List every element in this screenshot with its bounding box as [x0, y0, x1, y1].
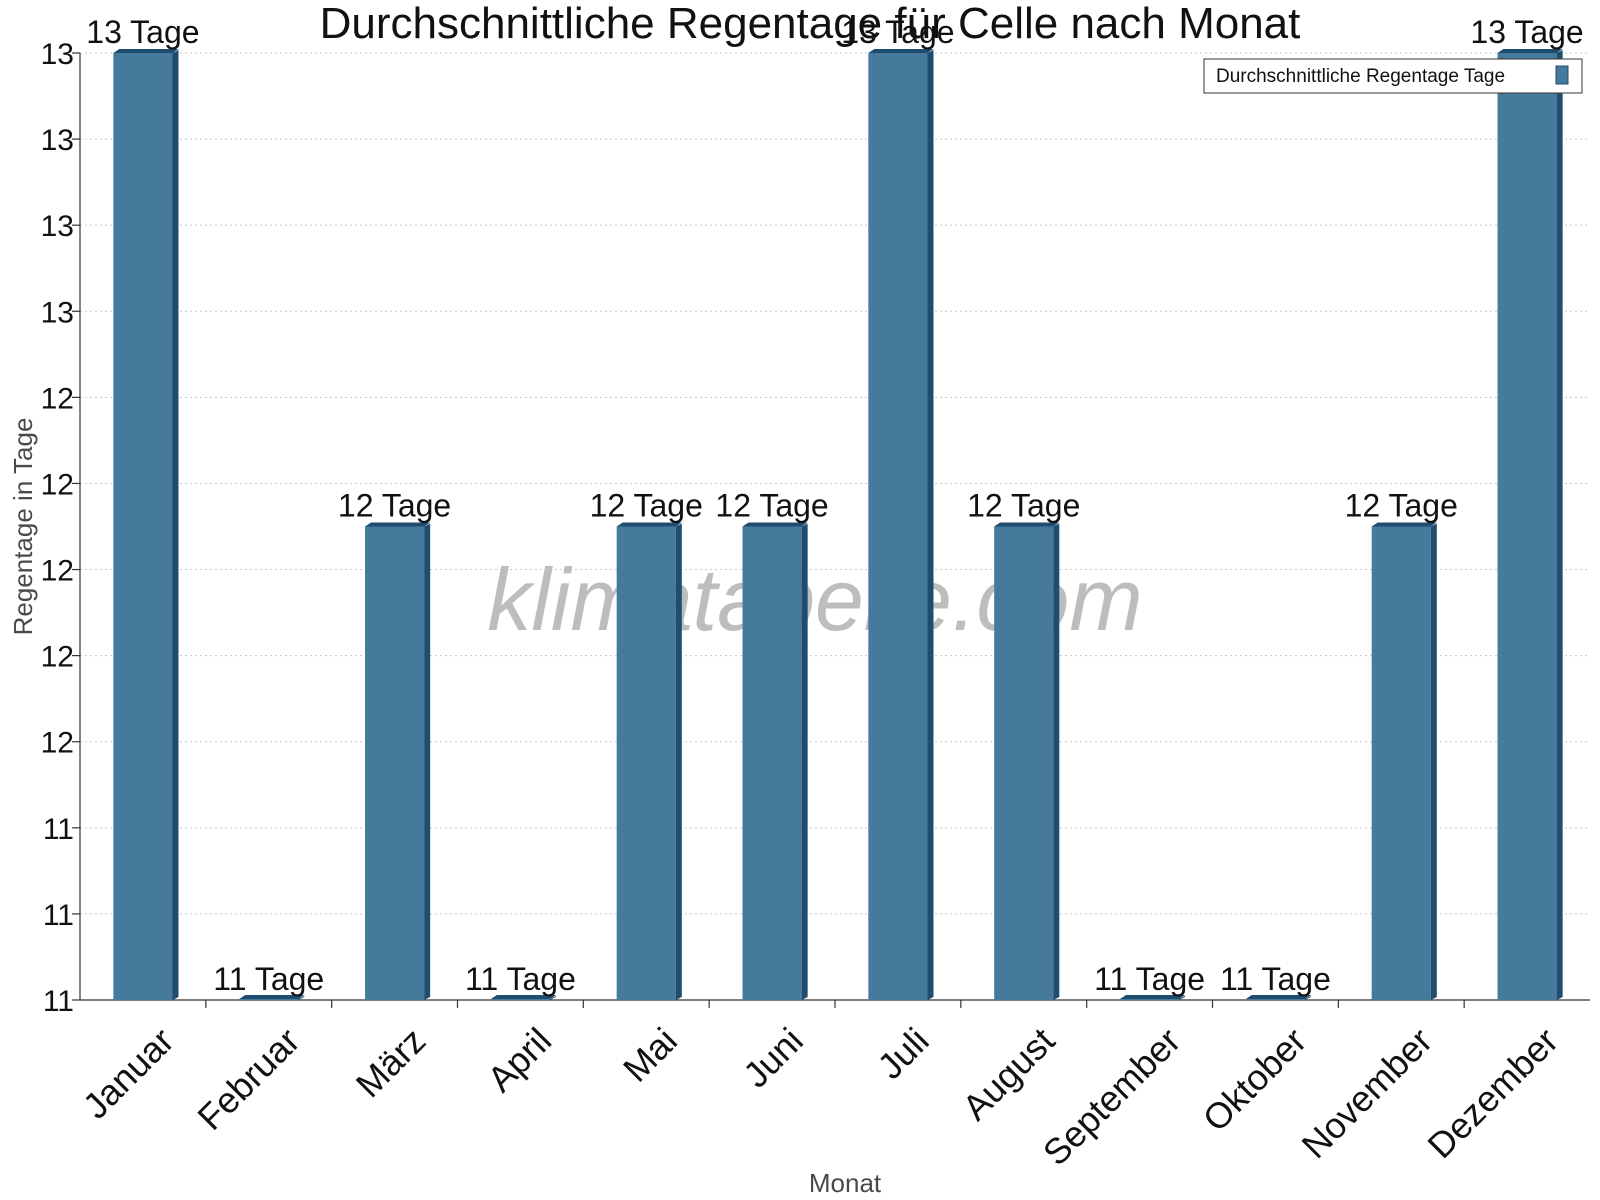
- bar-top: [113, 49, 179, 53]
- x-tick-label: Mai: [615, 1020, 685, 1090]
- bar-front: [239, 999, 299, 1000]
- legend-swatch: [1555, 65, 1569, 85]
- y-tick-label: 12: [41, 727, 74, 760]
- bar-front: [365, 526, 425, 1000]
- y-tick-label: 12: [41, 382, 74, 415]
- bar-top: [1497, 49, 1563, 53]
- bar-side: [172, 50, 179, 1000]
- bar-front: [868, 53, 928, 1000]
- bar-top: [868, 49, 934, 53]
- bar: [365, 522, 431, 1000]
- x-tick-label: Juni: [735, 1020, 811, 1096]
- y-tick-label: 13: [41, 124, 74, 157]
- x-axis-ticks: Januar Februar März April Mai Juni Juli AugustS…: [75, 1000, 1566, 1173]
- bar-top: [1245, 995, 1311, 999]
- legend-box: [1203, 58, 1583, 94]
- bar: [113, 49, 179, 1000]
- bar: [1371, 522, 1437, 1000]
- x-tick-label: April: [479, 1020, 559, 1100]
- data-label: 11 Tage: [465, 961, 576, 997]
- bar-top: [994, 522, 1060, 527]
- bar-front: [742, 526, 802, 1000]
- bar-front: [1245, 999, 1305, 1000]
- data-labels: 13 Tage 11 Tage 12 Tage 11 Tage 12 Tage 12 Ta…: [86, 14, 1583, 997]
- bar-side: [424, 523, 431, 1000]
- data-label: 11 Tage: [1220, 961, 1331, 997]
- y-axis-title: Regentage in Tage: [8, 418, 38, 636]
- bar: [994, 522, 1060, 1000]
- data-label: 11 Tage: [1094, 961, 1205, 997]
- bar-top: [239, 995, 305, 999]
- legend-label: Durchschnittliche Regentage Tage: [1216, 66, 1505, 87]
- bar: [868, 49, 934, 1000]
- x-tick-label: Dezember: [1419, 1020, 1565, 1166]
- bar-top: [490, 995, 556, 999]
- data-label: 11 Tage: [213, 961, 324, 997]
- bar: [742, 522, 808, 1000]
- data-label: 13 Tage: [1470, 14, 1583, 50]
- bar-side: [1430, 523, 1437, 1000]
- bar: [239, 995, 305, 1000]
- data-label: 12 Tage: [1345, 488, 1458, 524]
- bar-top: [742, 522, 808, 527]
- bar-front: [113, 53, 173, 1000]
- chart-title: Durchschnittliche Regentage für Celle na…: [320, 0, 1301, 48]
- bar: [616, 522, 682, 1000]
- bar-front: [490, 999, 550, 1000]
- bar-side: [549, 996, 556, 1000]
- bar-side: [675, 523, 682, 1000]
- bars: [113, 49, 1563, 1000]
- data-label: 12 Tage: [338, 488, 451, 524]
- y-tick-label: 13: [41, 38, 74, 71]
- y-tick-label: 11: [43, 985, 74, 1018]
- x-tick-label: März: [348, 1020, 434, 1106]
- data-label: 13 Tage: [86, 14, 199, 50]
- y-tick-label: 11: [43, 813, 74, 846]
- x-tick-label: Februar: [189, 1020, 307, 1138]
- bar-side: [801, 523, 808, 1000]
- bar: [1245, 995, 1311, 1000]
- bar-side: [1304, 996, 1311, 1000]
- y-tick-label: 12: [41, 641, 74, 674]
- x-tick-label: August: [954, 1020, 1062, 1128]
- bar: [490, 995, 556, 1000]
- bar-side: [298, 996, 305, 1000]
- bar-side: [1053, 523, 1060, 1000]
- bar-front: [1371, 526, 1431, 1000]
- bar-top: [616, 522, 682, 527]
- bar-front: [616, 526, 676, 1000]
- data-label: 12 Tage: [590, 488, 703, 524]
- x-tick-label: Juli: [869, 1020, 936, 1087]
- data-label: 12 Tage: [967, 488, 1080, 524]
- y-tick-label: 12: [41, 468, 74, 501]
- grid: [80, 52, 1590, 915]
- y-tick-label: 12: [41, 555, 74, 588]
- y-axis-ticks: 11 11 11 12 12 12 12 12 13 13 13 13: [41, 38, 80, 1018]
- axes: [79, 53, 1590, 1001]
- data-label: 12 Tage: [715, 488, 828, 524]
- bar-top: [1120, 995, 1186, 999]
- bar: [1120, 995, 1186, 1000]
- bar-side: [1556, 50, 1563, 1000]
- data-label: 13 Tage: [841, 14, 954, 50]
- y-tick-label: 11: [43, 899, 74, 932]
- y-tick-label: 13: [41, 296, 74, 329]
- x-tick-label: November: [1294, 1020, 1440, 1166]
- bar: [1497, 49, 1563, 1000]
- bar-side: [1179, 996, 1186, 1000]
- bar-top: [1371, 522, 1437, 527]
- x-tick-label: Januar: [75, 1020, 182, 1127]
- x-tick-label: Oktober: [1195, 1020, 1315, 1140]
- bar-front: [1120, 999, 1180, 1000]
- legend: Durchschnittliche Regentage Tage: [1203, 58, 1583, 94]
- bar-top: [365, 522, 431, 527]
- y-tick-label: 13: [41, 210, 74, 243]
- bar-front: [994, 526, 1054, 1000]
- x-tick-label: September: [1035, 1020, 1189, 1174]
- x-axis-title: Monat: [809, 1168, 882, 1198]
- bar-side: [927, 50, 934, 1000]
- bar-front: [1497, 53, 1557, 1000]
